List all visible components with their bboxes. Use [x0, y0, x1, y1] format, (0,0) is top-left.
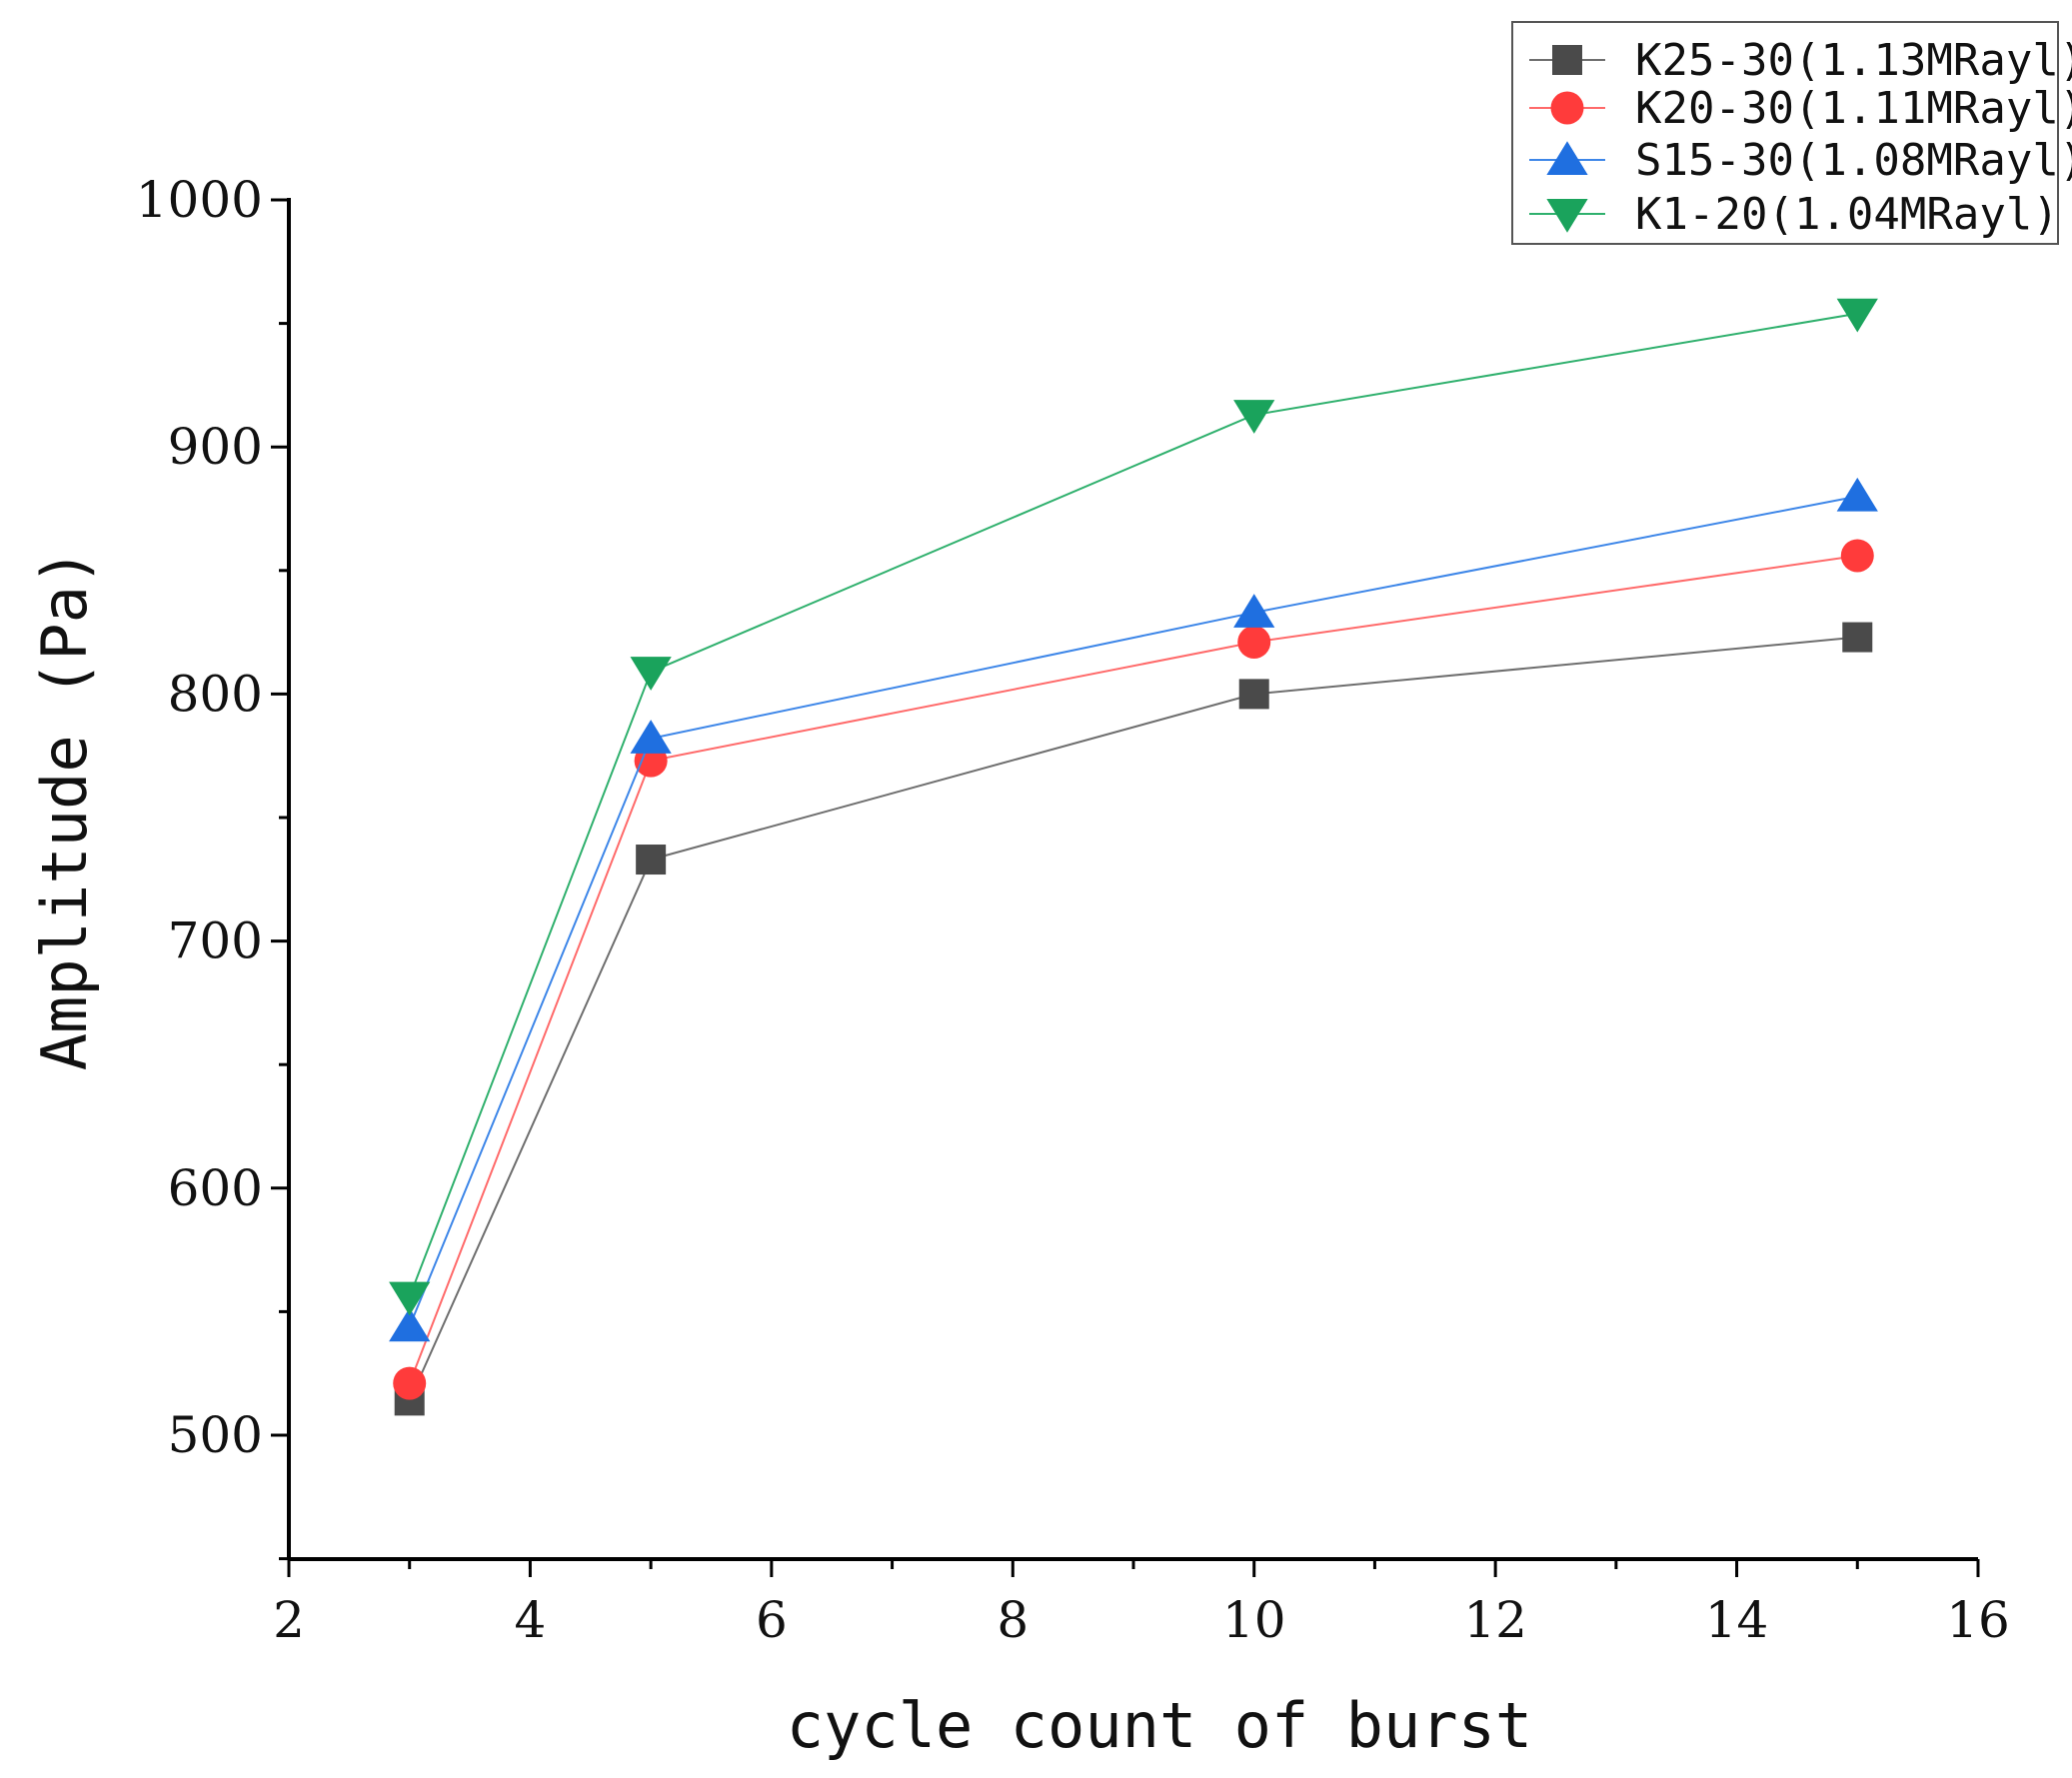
legend-marker: [1550, 91, 1584, 125]
axes: [287, 198, 1978, 1561]
legend-item: S15-30(1.08MRayl): [1529, 135, 2072, 186]
data-point: [1233, 594, 1275, 628]
series-line: [408, 312, 1858, 1297]
data-point: [389, 1307, 431, 1342]
x-tick-label: 10: [1222, 1591, 1286, 1649]
legend-item: K25-30(1.13MRayl): [1529, 35, 2072, 86]
y-tick-label: 800: [168, 665, 263, 723]
data-point: [636, 845, 667, 876]
legend-label: K25-30(1.13MRayl): [1635, 35, 2072, 86]
data-point: [1238, 679, 1269, 710]
legend-items: K25-30(1.13MRayl)K20-30(1.11MRayl)S15-30…: [1529, 35, 2072, 240]
series-2: [393, 539, 1874, 1400]
legend-item: K20-30(1.11MRayl): [1529, 83, 2072, 134]
y-tick-label: 1000: [136, 171, 263, 229]
y-tick-label: 600: [168, 1159, 263, 1217]
data-point: [1836, 298, 1878, 333]
x-axis-title: cycle count of burst: [787, 1689, 1533, 1762]
data-point: [630, 720, 672, 754]
series-3: [389, 477, 1878, 1342]
legend-item: K1-20(1.04MRayl): [1529, 189, 2059, 240]
data-point: [1836, 477, 1878, 512]
legend-label: K20-30(1.11MRayl): [1635, 83, 2072, 134]
series-4: [389, 298, 1878, 1316]
data-point: [389, 1281, 431, 1316]
data-point: [1840, 539, 1874, 573]
x-tick-label: 6: [756, 1591, 788, 1649]
data-point: [1237, 625, 1271, 659]
x-tick-label: 8: [997, 1591, 1029, 1649]
data-point: [1842, 622, 1873, 653]
x-tick-label: 12: [1463, 1591, 1527, 1649]
x-tick-label: 14: [1705, 1591, 1769, 1649]
series-line: [408, 554, 1858, 1384]
y-ticks: 500 600 700 800 900 1000: [136, 171, 289, 1561]
legend-label: K1-20(1.04MRayl): [1635, 189, 2059, 240]
legend-marker: [1546, 199, 1588, 233]
x-ticks: 2 4 6 8 10 12 14 16: [273, 1559, 2010, 1649]
y-tick-label: 900: [168, 418, 263, 476]
y-axis-title: Amplitude (Pa): [28, 549, 101, 1071]
legend-marker: [1546, 141, 1588, 175]
legend-label: S15-30(1.08MRayl): [1635, 135, 2072, 186]
y-tick-label: 700: [168, 912, 263, 970]
x-tick-label: 4: [515, 1591, 547, 1649]
legend-marker: [1552, 45, 1582, 75]
series-1: [394, 622, 1873, 1416]
series-layer: [389, 298, 1878, 1416]
x-tick-label: 2: [273, 1591, 305, 1649]
series-line: [408, 636, 1858, 1401]
y-tick-label: 500: [168, 1406, 263, 1464]
data-point: [630, 657, 672, 691]
series-line: [408, 495, 1858, 1327]
x-tick-label: 16: [1946, 1591, 2010, 1649]
legend: K25-30(1.13MRayl)K20-30(1.11MRayl)S15-30…: [1511, 21, 2072, 245]
data-point: [1233, 400, 1275, 434]
data-point: [393, 1366, 427, 1400]
